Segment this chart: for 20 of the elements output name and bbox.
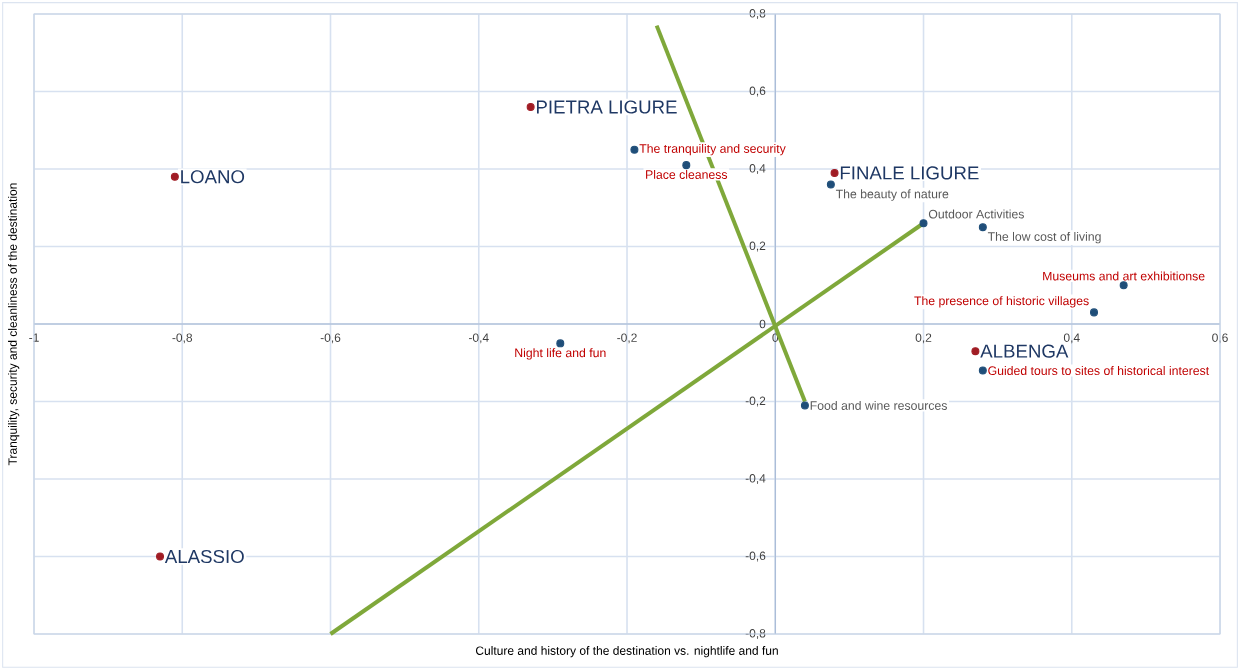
annotation: FINALE LIGURE <box>840 166 979 180</box>
annotation: ALASSIO <box>164 549 244 564</box>
point <box>1119 281 1128 290</box>
point <box>682 161 691 170</box>
annotation: PIETRA LIGURE <box>536 100 677 114</box>
point <box>1090 308 1099 317</box>
point <box>556 339 565 348</box>
annotation: ALBENGA <box>980 344 1069 358</box>
annotation: LOANO <box>181 170 245 184</box>
point <box>526 102 535 112</box>
point <box>978 223 987 232</box>
point <box>919 219 928 228</box>
point <box>978 366 987 375</box>
point <box>800 401 809 410</box>
point <box>830 168 839 177</box>
point <box>170 172 179 181</box>
point <box>156 552 165 561</box>
point <box>971 347 980 356</box>
point <box>826 180 835 189</box>
point <box>630 145 639 154</box>
